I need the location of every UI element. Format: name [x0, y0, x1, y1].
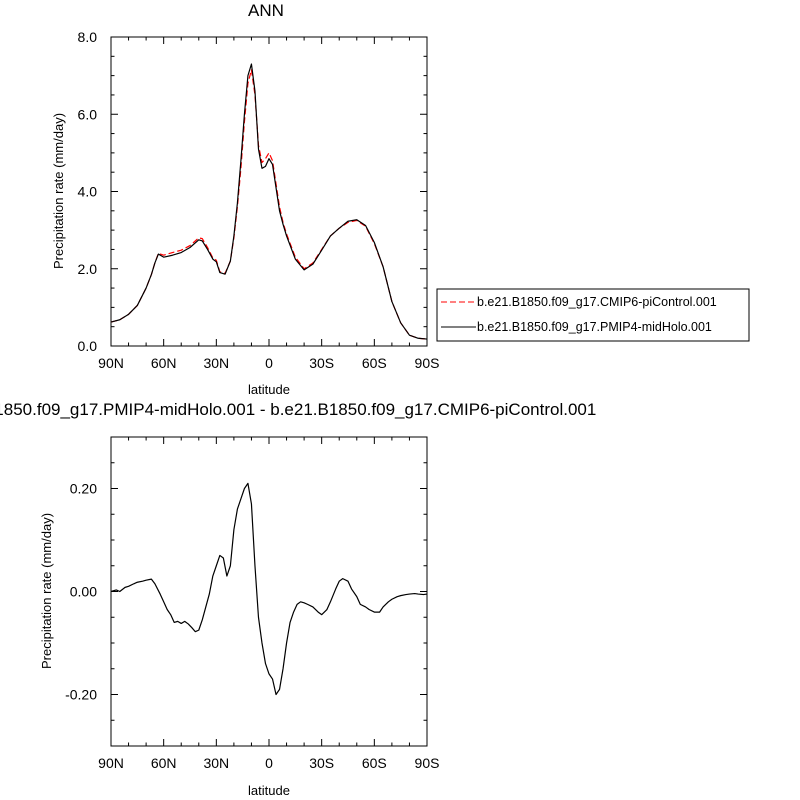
x-tick-label: 30S — [309, 355, 334, 371]
series-line-1 — [110, 69, 428, 340]
plot-frame — [110, 36, 428, 347]
y-axis-label: Precipitation rate (mm/day) — [51, 113, 66, 269]
x-tick-label: 60N — [151, 355, 177, 371]
x-tick-label: 60S — [362, 355, 387, 371]
y-tick-label: -0.20 — [65, 687, 97, 703]
precip-mean-chart: ANN 90N 60N 30N 0 30S 60S 90S 0.0 2.0 4.0 6.0 8.0 l… — [51, 1, 750, 397]
y-tick-label: 2.0 — [78, 261, 98, 277]
x-tick-label: 90N — [98, 355, 124, 371]
y-axis-label: Precipitation rate (mm/day) — [39, 513, 54, 669]
x-tick-label: 30N — [203, 355, 229, 371]
series-group — [110, 482, 428, 696]
legend-entry-midholo: b.e21.B1850.f09_g17.PMIP4-midHolo.001 — [477, 320, 712, 334]
legend-box — [436, 288, 750, 342]
y-tick-label: 0.00 — [70, 584, 97, 600]
x-axis-label: latitude — [248, 783, 290, 798]
x-tick-label: 30N — [203, 755, 229, 771]
x-tick-label: 90S — [415, 755, 440, 771]
chart-title: ANN — [248, 1, 284, 20]
x-tick-label: 60N — [151, 755, 177, 771]
y-tick-label: 8.0 — [78, 29, 98, 45]
y-tick-label: 0.0 — [78, 338, 98, 354]
y-tick-label: 6.0 — [78, 106, 98, 122]
x-tick-label: 30S — [309, 755, 334, 771]
chart-title: b.e21.B1850.f09_g17.PMIP4-midHolo.001 - … — [0, 400, 596, 419]
x-axis-label: latitude — [248, 382, 290, 397]
x-tick-label: 0 — [265, 755, 273, 771]
legend-entry-picontrol: b.e21.B1850.f09_g17.CMIP6-piControl.001 — [477, 295, 717, 309]
y-tick-label: 0.20 — [70, 481, 97, 497]
axis-ticks: 90N 60N 30N 0 30S 60S 90S -0.20 0.00 0.20 — [65, 436, 440, 771]
x-tick-label: 90N — [98, 755, 124, 771]
series-line-2 — [110, 63, 428, 340]
precip-diff-chart: b.e21.B1850.f09_g17.PMIP4-midHolo.001 - … — [0, 400, 596, 798]
x-tick-label: 0 — [265, 355, 273, 371]
legend: b.e21.B1850.f09_g17.CMIP6-piControl.001 … — [436, 288, 750, 342]
axis-ticks: 90N 60N 30N 0 30S 60S 90S 0.0 2.0 4.0 6.0 8.0 — [78, 29, 440, 371]
x-tick-label: 60S — [362, 755, 387, 771]
y-tick-label: 4.0 — [78, 184, 98, 200]
series-group — [110, 63, 428, 340]
x-tick-label: 90S — [415, 355, 440, 371]
series-line-1 — [110, 482, 428, 696]
